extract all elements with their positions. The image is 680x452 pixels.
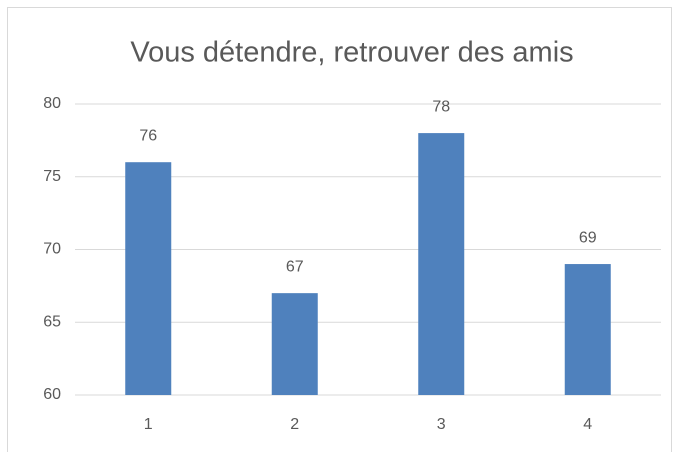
bar <box>125 162 172 395</box>
y-tick-label: 70 <box>43 241 61 258</box>
y-tick-label: 75 <box>43 168 61 185</box>
bar <box>418 133 465 395</box>
data-label: 78 <box>432 98 450 115</box>
chart-title: Vous détendre, retrouver des amis <box>130 37 573 69</box>
chart-frame <box>7 7 672 452</box>
bar <box>564 264 611 395</box>
data-label: 67 <box>286 258 304 275</box>
data-label: 69 <box>579 229 597 246</box>
y-tick-label: 60 <box>43 386 61 403</box>
x-tick-label: 2 <box>290 416 299 433</box>
x-tick-label: 1 <box>144 416 153 433</box>
y-tick-label: 65 <box>43 313 61 330</box>
y-tick-label: 80 <box>43 95 61 112</box>
x-tick-label: 3 <box>437 416 446 433</box>
x-tick-label: 4 <box>583 416 592 433</box>
bar <box>271 293 318 395</box>
data-label: 76 <box>139 127 157 144</box>
